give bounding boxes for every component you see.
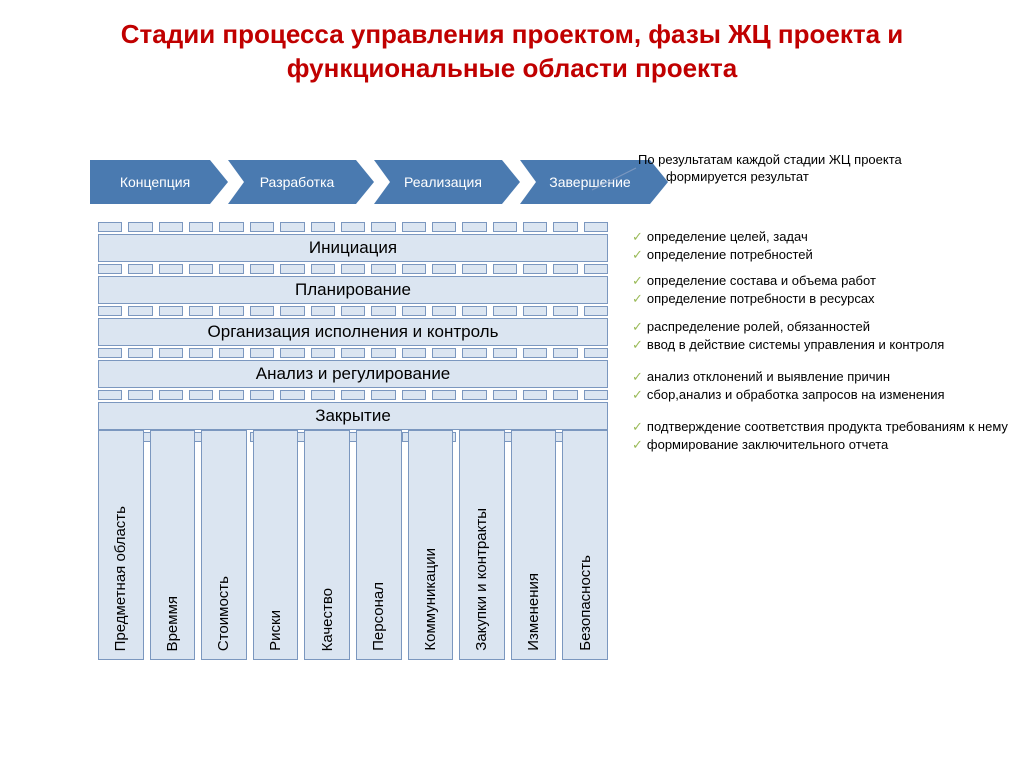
- phase-arrow: Реализация: [374, 160, 520, 204]
- functional-area-column: Персонал: [356, 430, 402, 660]
- functional-area-label: Качество: [319, 588, 336, 651]
- bullet-group: определение целей, задачопределение потр…: [632, 228, 1012, 263]
- bullet-group: определение состава и объема работопреде…: [632, 272, 1012, 307]
- functional-area-label: Персонал: [370, 582, 387, 651]
- functional-area-column: Стоимость: [201, 430, 247, 660]
- bullet-item: сбор,анализ и обработка запросов на изме…: [632, 386, 1012, 404]
- stage-row: Инициация: [98, 234, 608, 262]
- functional-area-label: Закупки и контракты: [473, 508, 490, 651]
- bullet-item: определение целей, задач: [632, 228, 1012, 246]
- arrow-note-line1: По результатам каждой стадии ЖЦ проекта: [638, 152, 902, 169]
- functional-area-label: Коммуникации: [422, 548, 439, 651]
- stage-divider: [98, 348, 608, 358]
- bullet-item: определение потребности в ресурсах: [632, 290, 1012, 308]
- bullet-item: определение потребностей: [632, 246, 1012, 264]
- functional-area-column: Изменения: [511, 430, 557, 660]
- bullet-group: распределение ролей, обязанностейввод в …: [632, 318, 1012, 353]
- stage-row: Планирование: [98, 276, 608, 304]
- functional-area-column: Времмя: [150, 430, 196, 660]
- functional-area-label: Изменения: [525, 573, 542, 651]
- bullet-group: подтверждение соответствия продукта треб…: [632, 418, 1012, 453]
- functional-area-column: Предметная область: [98, 430, 144, 660]
- functional-area-label: Безопасность: [577, 555, 594, 651]
- phase-arrow: Концепция: [90, 160, 228, 204]
- functional-area-column: Безопасность: [562, 430, 608, 660]
- title-line1: Стадии процесса управления проектом, фаз…: [121, 19, 904, 49]
- functional-area-label: Стоимость: [215, 576, 232, 651]
- phase-arrow: Разработка: [228, 160, 374, 204]
- title-line2: функциональные области проекта: [287, 53, 738, 83]
- arrow-note-line2: формируется результат: [638, 169, 902, 186]
- bullet-item: ввод в действие системы управления и кон…: [632, 336, 1012, 354]
- functional-areas: Предметная область Времмя Стоимость Риски Ка…: [98, 430, 608, 660]
- functional-area-label: Времмя: [164, 596, 181, 651]
- stage-row: Организация исполнения и контроль: [98, 318, 608, 346]
- stage-divider: [98, 306, 608, 316]
- bullet-item: формирование заключительного отчета: [632, 436, 1012, 454]
- bullet-item: определение состава и объема работ: [632, 272, 1012, 290]
- lifecycle-arrows: КонцепцияРазработкаРеализацияЗавершение: [90, 160, 668, 204]
- stage-divider: [98, 264, 608, 274]
- functional-area-column: Риски: [253, 430, 299, 660]
- stage-divider: [98, 222, 608, 232]
- phase-arrow-label: Разработка: [228, 160, 356, 204]
- stage-row: Анализ и регулирование: [98, 360, 608, 388]
- page-title: Стадии процесса управления проектом, фаз…: [0, 0, 1024, 94]
- bullet-item: анализ отклонений и выявление причин: [632, 368, 1012, 386]
- arrow-annotation: По результатам каждой стадии ЖЦ проекта …: [638, 152, 902, 186]
- functional-area-label: Риски: [267, 610, 284, 651]
- bullet-group: анализ отклонений и выявление причинсбор…: [632, 368, 1012, 403]
- functional-area-column: Закупки и контракты: [459, 430, 505, 660]
- bullet-item: подтверждение соответствия продукта треб…: [632, 418, 1012, 436]
- stage-divider: [98, 390, 608, 400]
- phase-arrow-label: Концепция: [90, 160, 210, 204]
- bullet-item: распределение ролей, обязанностей: [632, 318, 1012, 336]
- phase-arrow-label: Реализация: [374, 160, 502, 204]
- stage-row: Закрытие: [98, 402, 608, 430]
- functional-area-label: Предметная область: [112, 506, 129, 651]
- functional-area-column: Качество: [304, 430, 350, 660]
- functional-area-column: Коммуникации: [408, 430, 454, 660]
